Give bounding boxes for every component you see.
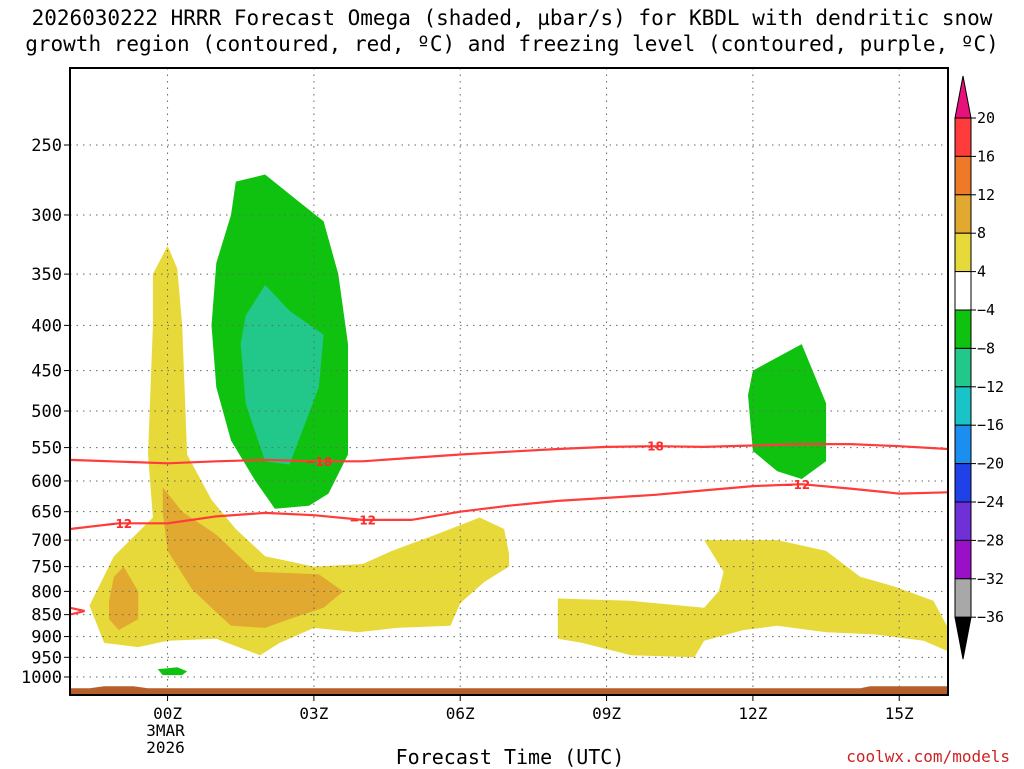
- colorbar-label-1: 16: [977, 147, 995, 165]
- colorbar-swatch-1: [954, 155, 972, 196]
- omega-region-orange-main: [162, 487, 344, 628]
- x-tick-label-6: 06Z: [446, 704, 475, 723]
- y-tick-label-400: 400: [31, 316, 62, 336]
- chart-title-line-1: 2026030222 HRRR Forecast Omega (shaded, …: [31, 6, 993, 30]
- colorbar-label-3: 8: [977, 224, 986, 242]
- colorbar-label-5: −4: [977, 301, 995, 319]
- colorbar-swatch-10: [954, 501, 972, 541]
- omega-shaded-regions: [89, 174, 948, 676]
- y-tick-label-250: 250: [31, 136, 62, 156]
- colorbar-legend: 20 16 12 8 4 −4 −8 −12 −16 −20 −24 −28 −32 −36: [954, 75, 1004, 660]
- x-tick-date-line-2: 2026: [146, 738, 185, 757]
- y-tick-label-950: 950: [31, 648, 62, 668]
- colorbar-swatch-3: [954, 232, 972, 273]
- x-tick-label-12: 12Z: [738, 704, 767, 723]
- colorbar-swatch-12: [954, 578, 972, 618]
- plot-frame: [69, 67, 949, 696]
- contour-label-12-1: −12: [349, 513, 376, 527]
- contour-label-12-0: −12: [105, 517, 132, 531]
- colorbar-bottom-arrow: [954, 616, 972, 660]
- x-axis-label: Forecast Time (UTC): [395, 745, 625, 769]
- colorbar-swatch-5: [954, 309, 972, 349]
- colorbar-label-7: −12: [977, 378, 1004, 396]
- colorbar-swatch-2: [954, 194, 972, 234]
- colorbar-label-11: −28: [977, 531, 1004, 549]
- colorbar-swatch-6: [954, 347, 972, 388]
- contour-label-18-0: −18: [305, 455, 332, 469]
- freezing-level-contour: [70, 606, 85, 616]
- x-tick-date-line-1: 3MAR: [146, 721, 185, 740]
- colorbar-label-4: 4: [977, 263, 986, 281]
- x-tick-label-0: 00Z: [153, 704, 182, 723]
- colorbar-swatch-7: [954, 386, 972, 426]
- contour-line-18: [70, 443, 948, 465]
- terrain-fill: [70, 686, 948, 695]
- contour-label-12-2: −12: [783, 478, 810, 492]
- colorbar-label-0: 20: [977, 109, 995, 127]
- y-tick-label-450: 450: [31, 362, 62, 382]
- colorbar-swatch-9: [954, 463, 972, 503]
- gridlines: [70, 68, 948, 695]
- x-tick-label-9: 09Z: [592, 704, 621, 723]
- y-tick-label-1000: 1000: [21, 668, 62, 688]
- y-tick-label-900: 900: [31, 628, 62, 648]
- y-tick-label-750: 750: [31, 558, 62, 578]
- y-tick-label-800: 800: [31, 582, 62, 602]
- y-tick-label-650: 650: [31, 503, 62, 523]
- x-tick-label-3: 03Z: [299, 704, 328, 723]
- contour-line-12: [70, 483, 948, 531]
- colorbar-label-12: −32: [977, 570, 1004, 588]
- chart-title-line-2: growth region (contoured, red, ºC) and f…: [25, 32, 999, 56]
- colorbar-label-2: 12: [977, 186, 995, 204]
- colorbar-label-10: −24: [977, 493, 1004, 511]
- colorbar-top-arrow: [954, 75, 972, 119]
- y-tick-label-600: 600: [31, 472, 62, 492]
- omega-region-green-small: [157, 667, 188, 676]
- y-tick-label-500: 500: [31, 402, 62, 422]
- y-tick-label-350: 350: [31, 265, 62, 285]
- x-tick-label-15: 15Z: [885, 704, 914, 723]
- temperature-contours: −18 −18 −12 −12 −12: [70, 440, 948, 616]
- omega-region-teal-upper: [240, 284, 324, 465]
- y-tick-label-850: 850: [31, 606, 62, 626]
- y-tick-label-700: 700: [31, 531, 62, 551]
- colorbar-label-8: −16: [977, 416, 1004, 434]
- colorbar-swatch-8: [954, 424, 972, 465]
- y-tick-label-300: 300: [31, 206, 62, 226]
- colorbar-label-13: −36: [977, 608, 1004, 626]
- omega-region-yellow-right-main: [557, 540, 948, 658]
- colorbar-label-9: −20: [977, 455, 1004, 473]
- colorbar-label-6: −8: [977, 339, 995, 357]
- y-tick-label-550: 550: [31, 439, 62, 459]
- contour-label-18-1: −18: [637, 440, 664, 454]
- colorbar-swatch-11: [954, 539, 972, 580]
- source-credit: coolwx.com/models: [846, 747, 1010, 766]
- y-axis-pressure: 2503003504004505005506006507007508008509…: [21, 136, 70, 688]
- colorbar-swatch-4: [954, 271, 972, 311]
- terrain-surface: [70, 686, 948, 695]
- colorbar-swatch-0: [954, 117, 972, 157]
